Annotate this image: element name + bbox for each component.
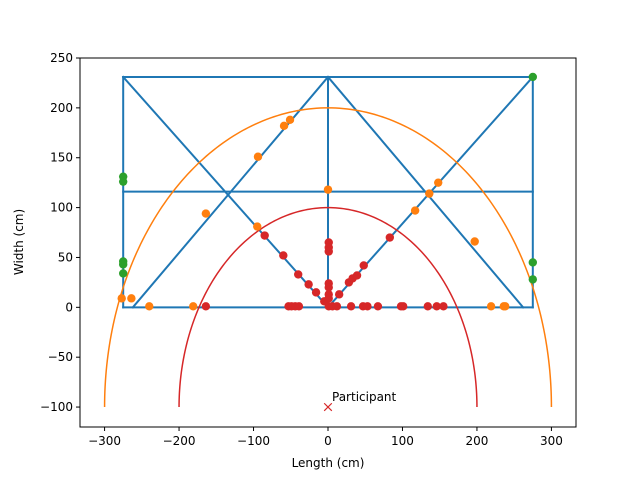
data-point-1-0	[117, 294, 126, 303]
data-point-1-9	[323, 185, 333, 194]
annotation-label: Participant	[332, 390, 397, 404]
data-point-2-21	[334, 290, 344, 299]
y-tick-label: −50	[48, 350, 73, 364]
data-point-2-9	[311, 288, 321, 297]
data-point-1-1	[127, 294, 136, 303]
data-point-2-28	[363, 302, 372, 311]
y-tick-label: 50	[58, 250, 73, 264]
annotations: Participant	[323, 390, 397, 412]
data-point-0-4	[118, 269, 128, 278]
x-tick-label: 300	[540, 434, 563, 448]
y-axis-label: Width (cm)	[12, 209, 26, 275]
x-tick-label: −300	[88, 434, 121, 448]
range-arc-1	[178, 206, 478, 408]
data-point-1-6	[253, 222, 262, 231]
data-point-2-2	[279, 251, 288, 260]
frame-line-8	[131, 75, 330, 309]
data-point-2-20	[332, 302, 342, 311]
range-arc-0	[103, 107, 553, 408]
y-tick-label: −100	[40, 400, 73, 414]
y-axis-ticks: −100 −50 0 50 100 150 200 250	[40, 51, 80, 414]
data-point-2-1	[260, 231, 269, 240]
range-arcs	[103, 107, 553, 408]
data-point-2-24	[352, 271, 362, 280]
data-point-1-12	[434, 178, 443, 187]
data-point-2-17	[324, 294, 333, 303]
x-tick-label: 100	[391, 434, 414, 448]
data-point-2-32	[399, 302, 408, 311]
data-point-0-7	[528, 275, 538, 284]
y-tick-label: 100	[50, 201, 73, 215]
data-point-1-7	[279, 121, 289, 131]
data-point-0-3	[118, 260, 128, 269]
data-point-1-16	[501, 302, 510, 311]
x-tick-label: −100	[237, 434, 270, 448]
data-point-2-0	[201, 302, 211, 311]
data-point-1-5	[253, 152, 263, 161]
x-tick-label: 0	[324, 434, 332, 448]
y-tick-label: 200	[50, 101, 73, 115]
data-point-1-2	[145, 302, 154, 311]
data-point-1-14	[486, 302, 496, 311]
data-point-2-13	[324, 247, 333, 256]
data-point-2-34	[432, 302, 441, 311]
x-axis-label: Length (cm)	[292, 456, 365, 470]
data-point-2-25	[359, 261, 368, 270]
data-point-2-30	[385, 233, 395, 242]
data-point-2-15	[324, 283, 333, 292]
frame-line-6	[121, 75, 330, 309]
data-point-2-29	[373, 302, 383, 311]
data-point-1-10	[410, 206, 420, 215]
data-point-1-4	[201, 209, 211, 218]
y-tick-label: 250	[50, 51, 73, 65]
data-point-2-26	[346, 302, 356, 311]
data-point-2-6	[294, 302, 304, 311]
data-point-2-35	[439, 302, 448, 311]
data-point-0-5	[528, 72, 538, 82]
y-tick-label: 150	[50, 151, 73, 165]
x-tick-label: −200	[163, 434, 196, 448]
data-point-1-11	[425, 189, 434, 198]
data-point-0-1	[118, 177, 128, 186]
participant-marker	[323, 402, 333, 412]
data-point-1-8	[285, 115, 295, 125]
data-point-1-3	[189, 302, 198, 311]
data-points	[117, 72, 538, 311]
x-tick-label: 200	[465, 434, 488, 448]
data-point-0-6	[528, 258, 538, 267]
data-point-2-8	[304, 280, 313, 289]
data-point-1-13	[470, 237, 479, 246]
y-tick-label: 0	[65, 300, 73, 314]
x-axis-ticks: −300 −200 −100 0 100 200 300	[88, 427, 563, 448]
data-point-2-7	[294, 270, 303, 279]
data-point-2-33	[423, 302, 432, 311]
